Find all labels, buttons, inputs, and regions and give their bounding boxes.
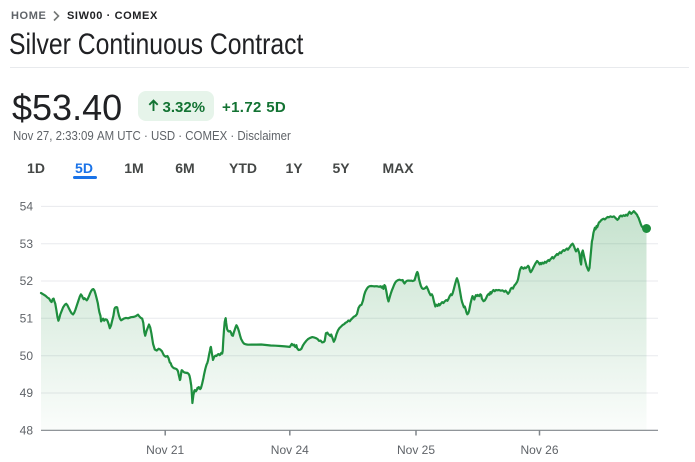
- svg-text:54: 54: [20, 200, 34, 214]
- svg-text:Nov 25: Nov 25: [397, 443, 435, 457]
- svg-text:53: 53: [20, 237, 34, 251]
- svg-text:Nov 24: Nov 24: [271, 443, 309, 457]
- svg-text:49: 49: [20, 386, 34, 400]
- svg-text:52: 52: [20, 274, 34, 288]
- svg-text:Nov 21: Nov 21: [146, 443, 184, 457]
- svg-text:50: 50: [20, 349, 34, 363]
- svg-text:51: 51: [20, 312, 34, 326]
- svg-text:48: 48: [20, 424, 34, 438]
- svg-text:Nov 26: Nov 26: [520, 443, 558, 457]
